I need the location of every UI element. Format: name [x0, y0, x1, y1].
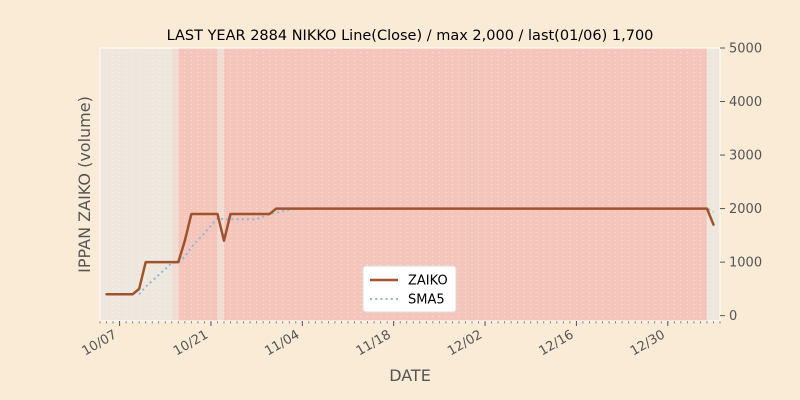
plot-area: [99, 47, 721, 322]
shaded-bands: [99, 48, 721, 321]
x-axis: 10/07 10/21 11/04 11/18 12/02 12/16 12/30: [80, 321, 721, 359]
legend: ZAIKO SMA5: [362, 265, 457, 313]
chart-title: LAST YEAR 2884 NIKKO Line(Close) / max 2…: [167, 28, 654, 44]
shaded-band-1: [171, 48, 179, 321]
y-tick-label: 0: [729, 309, 737, 324]
x-tick-label: 11/18: [354, 327, 394, 359]
y-tick-label: 4000: [729, 95, 762, 110]
legend-label-sma5: SMA5: [408, 293, 445, 308]
shaded-band-3: [217, 48, 224, 321]
y-tick-label: 2000: [729, 202, 762, 217]
legend-label-zaiko: ZAIKO: [408, 274, 448, 289]
x-tick-label: 12/02: [445, 327, 485, 359]
x-tick-label: 10/07: [80, 327, 120, 359]
y-tick-label: 1000: [729, 256, 762, 271]
x-tick-label: 12/30: [628, 327, 668, 359]
x-tick-label: 11/04: [262, 327, 302, 359]
x-tick-label: 10/21: [171, 327, 211, 359]
series-line-zaiko: [105, 207, 715, 296]
y-tick-label: 5000: [729, 42, 762, 57]
series-layer: [105, 207, 715, 296]
shaded-band-0: [100, 48, 172, 321]
x-axis-label: DATE: [389, 366, 431, 385]
legend-box: [362, 265, 457, 313]
x-tick-label: 12/16: [536, 327, 576, 359]
day-grid: [99, 48, 721, 321]
y-axis-label: IPPAN ZAIKO (volume): [75, 96, 94, 273]
y-axis: 0 1000 2000 3000 4000 5000: [720, 42, 762, 324]
y-tick-label: 3000: [729, 149, 762, 164]
